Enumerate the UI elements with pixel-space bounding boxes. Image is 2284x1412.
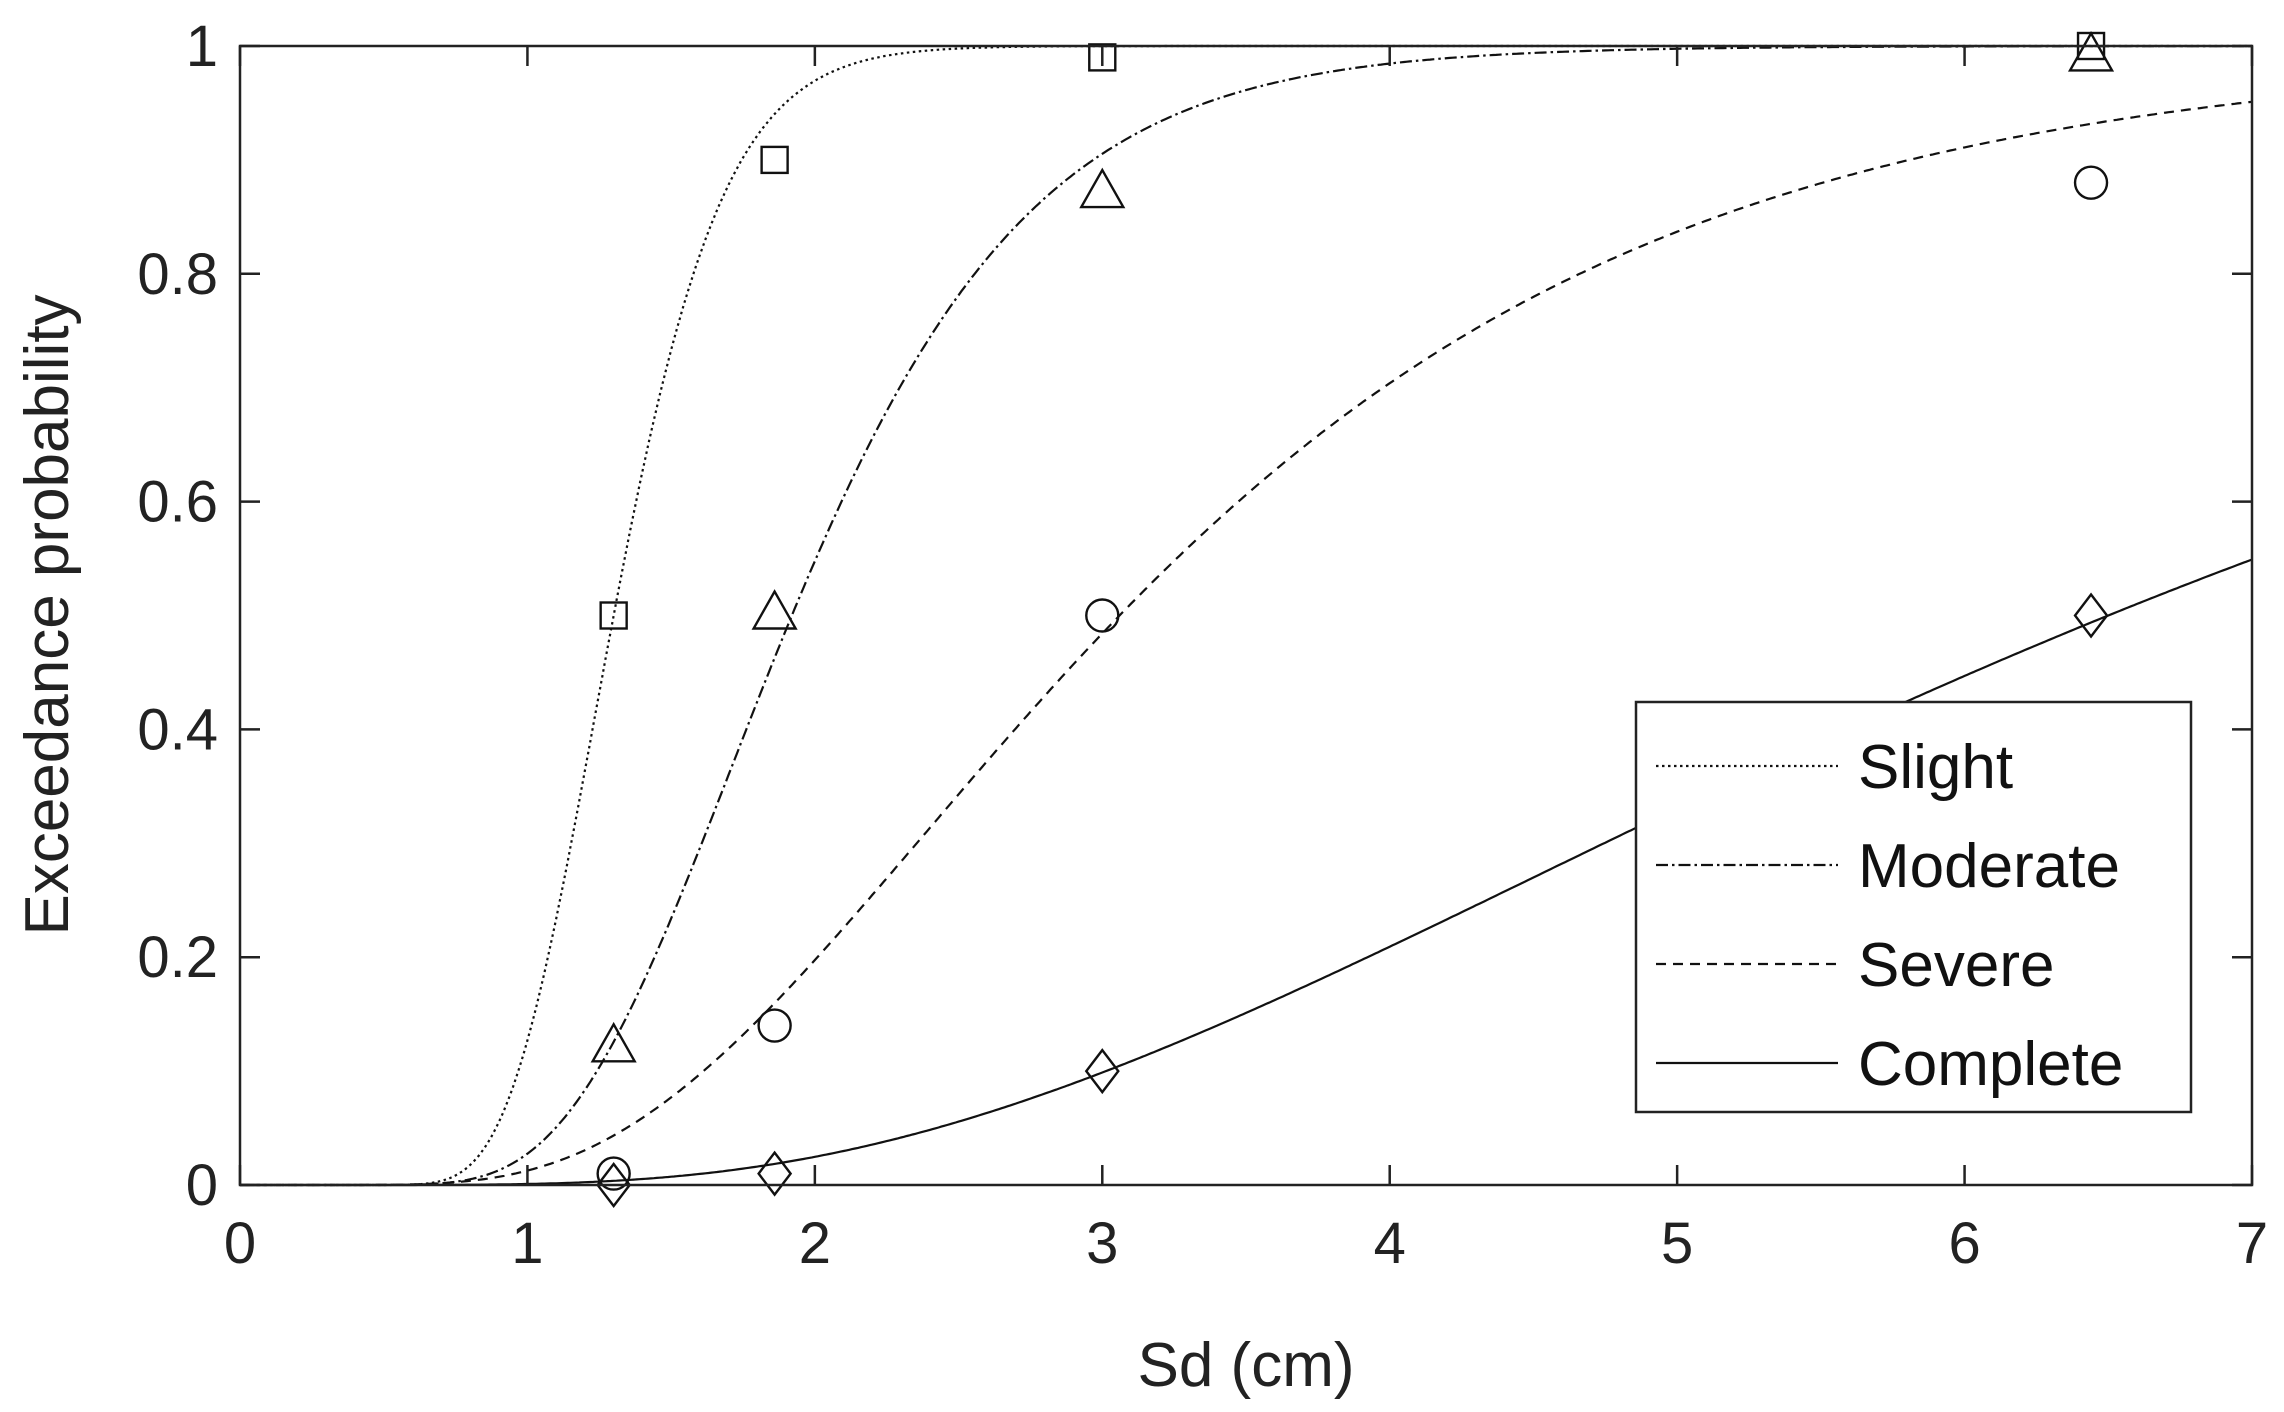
- circle-marker: [2073, 165, 2109, 200]
- x-tick-label: 5: [1661, 1211, 1693, 1276]
- curve-moderate: [240, 45, 2252, 1187]
- triangle-marker: [1079, 167, 1126, 209]
- x-tick-label: 4: [1374, 1211, 1406, 1276]
- curve-complete: [240, 558, 2253, 1187]
- circle-marker: [757, 1008, 792, 1043]
- curve-severe: [240, 100, 2253, 1187]
- legend-label-complete: Complete: [1858, 1030, 2123, 1099]
- y-tick-label: 0: [186, 1153, 218, 1218]
- square-marker: [760, 145, 789, 175]
- x-tick-label: 7: [2236, 1211, 2268, 1276]
- y-tick-label: 0.2: [137, 925, 218, 990]
- x-tick-label: 3: [1086, 1211, 1118, 1276]
- plot-frame: [238, 44, 2254, 1187]
- square-marker: [1088, 43, 1117, 72]
- x-tick-label: 1: [511, 1211, 543, 1276]
- y-tick-label: 0.4: [137, 697, 218, 762]
- y-tick-label: 0.6: [137, 470, 218, 535]
- legend-box: [1634, 700, 2193, 1114]
- triangle-marker: [590, 1021, 637, 1063]
- y-axis: 0 0.2 0.4 0.6 0.8 1: [137, 14, 2252, 1218]
- y-tick-label: 0.8: [137, 242, 218, 307]
- legend: Slight Moderate Severe Complete: [1634, 700, 2193, 1114]
- diamond-marker: [596, 1162, 632, 1208]
- legend-label-severe: Severe: [1858, 931, 2054, 1000]
- x-tick-label: 2: [799, 1211, 831, 1276]
- diamond-marker: [1084, 1048, 1120, 1095]
- x-axis-label: Sd (cm): [1138, 1331, 1355, 1400]
- legend-label-moderate: Moderate: [1858, 832, 2120, 901]
- square-marker: [599, 601, 628, 630]
- x-tick-label: 0: [224, 1211, 256, 1276]
- y-tick-label: 1: [186, 14, 218, 79]
- circle-marker: [1085, 598, 1120, 633]
- triangle-marker: [751, 589, 798, 630]
- diamond-marker: [757, 1150, 793, 1197]
- triangle-marker: [2067, 30, 2115, 72]
- x-tick-label: 6: [1948, 1211, 1980, 1276]
- x-axis: 0 1 2 3 4 5 6 7: [224, 46, 2268, 1276]
- legend-label-slight: Slight: [1858, 733, 2013, 802]
- y-axis-label: Exceedance probability: [13, 294, 82, 935]
- diamond-marker: [2073, 592, 2109, 639]
- circle-marker: [596, 1156, 631, 1191]
